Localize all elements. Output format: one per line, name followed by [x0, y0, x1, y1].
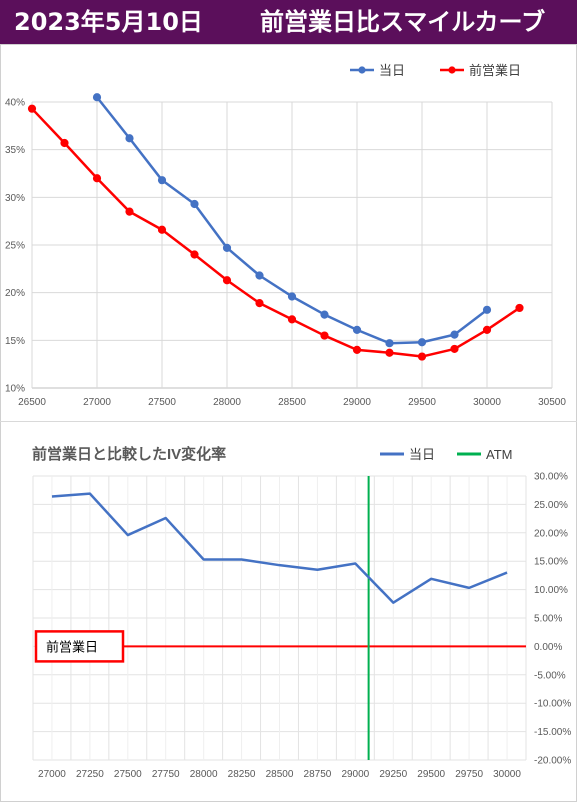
- chart1-point-0: [352, 325, 362, 334]
- chart2-x-tick-label: 28250: [228, 769, 256, 780]
- chart2-x-tick-label: 30000: [493, 769, 521, 780]
- chart2-series: 前営業日: [34, 476, 526, 760]
- chart1-y-tick-label: 40%: [5, 98, 25, 109]
- chart1-point-1: [515, 303, 524, 313]
- chart1-point-1: [320, 331, 329, 340]
- chart2-legend-label: 当日: [409, 447, 435, 462]
- chart1-point-1: [157, 225, 167, 234]
- chart1-point-1: [125, 207, 134, 216]
- chart1-point-1: [27, 104, 37, 113]
- chart1-y-tick-label: 10%: [5, 384, 25, 395]
- chart2-x-tick-label: 27750: [152, 769, 180, 780]
- chart1-point-1: [287, 315, 297, 324]
- chart1-x-tick-label: 30500: [538, 397, 566, 408]
- chart2-baseline-label-box: [34, 630, 125, 663]
- chart1-point-1: [417, 352, 427, 361]
- chart2-y-tick-label: 25.00%: [534, 500, 568, 511]
- chart1-x-tick-label: 28000: [213, 397, 241, 408]
- chart1-x-tick-label: 29500: [408, 397, 436, 408]
- chart2-title: 前営業日と比較したIV変化率: [32, 445, 226, 463]
- chart1-point-1: [352, 345, 362, 354]
- chart1-point-0: [157, 176, 167, 185]
- chart1-point-1: [450, 344, 459, 354]
- chart2-y-tick-label: 20.00%: [534, 528, 568, 539]
- chart2-y-tick-label: -20.00%: [534, 756, 571, 767]
- chart1-x-tick-label: 28500: [278, 397, 306, 408]
- chart2-x-tick-label: 29250: [379, 769, 407, 780]
- chart2-baseline-label: 前営業日: [46, 639, 98, 654]
- chart1-point-0: [450, 330, 459, 339]
- chart2-x-tick-label: 29000: [341, 769, 369, 780]
- chart2-y-tick-label: 10.00%: [534, 585, 568, 596]
- chart2-y-tick-label: 30.00%: [534, 472, 568, 483]
- chart2-legend: 当日 ATM: [380, 447, 512, 462]
- chart2-x-tick-labels: 27000 27250 27500 27750 28000 28250 28500 28750…: [38, 769, 521, 780]
- title-bar: 2023年5月10日 前営業日比スマイルカーブ: [0, 0, 577, 44]
- chart1-x-tick-label: 27000: [83, 397, 111, 408]
- chart1-y-tick-label: 25%: [5, 241, 25, 252]
- chart1-point-1: [92, 174, 102, 183]
- chart2-gridlines: [32, 475, 527, 761]
- chart1-legend-swatch-marker: [448, 66, 456, 74]
- chart1-x-tick-label: 27500: [148, 397, 176, 408]
- chart2-x-tick-label: 28000: [190, 769, 218, 780]
- title-text: 前営業日比スマイルカーブ: [260, 8, 546, 36]
- chart2-legend-label: ATM: [486, 447, 512, 462]
- chart1-point-0: [92, 93, 102, 102]
- chart1-x-tick-labels: 26500 27000 27500 28000 28500 29000 29500 30000…: [18, 397, 566, 408]
- chart1-point-0: [190, 199, 199, 209]
- chart2-x-tick-label: 29500: [417, 769, 445, 780]
- chart1-legend-label: 当日: [379, 63, 405, 78]
- chart2-y-tick-label: -10.00%: [534, 699, 571, 710]
- chart1-x-tick-label: 30000: [473, 397, 501, 408]
- chart1-point-1: [482, 325, 492, 334]
- chart2-x-tick-label: 27500: [114, 769, 142, 780]
- chart1-series-line-1: [31, 107, 521, 358]
- chart2-x-tick-label: 28750: [304, 769, 332, 780]
- chart1-point-0: [320, 310, 329, 319]
- chart1-point-1: [190, 250, 199, 259]
- chart1-point-1: [255, 299, 264, 308]
- chart1-point-0: [385, 339, 394, 348]
- chart1-y-tick-label: 15%: [5, 336, 25, 347]
- chart2-x-tick-label: 27250: [76, 769, 104, 780]
- chart1-point-0: [287, 292, 297, 301]
- chart1-point-1: [222, 276, 232, 285]
- chart1-legend-label: 前営業日: [469, 63, 521, 78]
- chart2-y-tick-label: 15.00%: [534, 557, 568, 568]
- chart2-y-tick-label: 5.00%: [534, 614, 562, 625]
- chart1-y-tick-label: 35%: [5, 145, 25, 156]
- chart1-point-0: [222, 243, 232, 252]
- chart-divider: [0, 421, 577, 422]
- chart1-y-tick-label: 20%: [5, 288, 25, 299]
- chart1-y-tick-label: 30%: [5, 193, 25, 204]
- chart1-x-tick-label: 29000: [343, 397, 371, 408]
- chart1-legend: 当日 前営業日: [350, 63, 521, 78]
- chart1-point-0: [482, 305, 492, 314]
- chart1-point-0: [417, 338, 427, 347]
- chart1-gridlines: [31, 101, 553, 389]
- chart1-point-0: [125, 134, 134, 143]
- chart1-legend-swatch-marker: [358, 66, 366, 74]
- chart1-y-tick-labels: 10% 15% 20% 25% 30% 35% 40%: [5, 98, 25, 395]
- chart1-x-tick-label: 26500: [18, 397, 46, 408]
- chart2-y-tick-label: -15.00%: [534, 727, 571, 738]
- chart2-x-tick-label: 28500: [266, 769, 294, 780]
- chart1-point-1: [385, 348, 394, 357]
- chart1-point-0: [255, 271, 264, 280]
- chart2-x-tick-label: 27000: [38, 769, 66, 780]
- chart2-y-tick-label: -5.00%: [534, 670, 566, 681]
- iv-change-chart: 前営業日と比較したIV変化率 当日 ATM 30.00% 25.00% 20.00% 1…: [32, 445, 571, 780]
- chart1-point-1: [60, 138, 69, 148]
- title-date: 2023年5月10日: [14, 8, 203, 36]
- chart1-series: [27, 93, 524, 361]
- chart2-y-tick-labels: 30.00% 25.00% 20.00% 15.00% 10.00% 5.00% 0.00%…: [534, 472, 571, 767]
- chart2-y-tick-label: 0.00%: [534, 642, 562, 653]
- chart2-x-tick-label: 29750: [455, 769, 483, 780]
- chart2-series-line-0: [51, 492, 508, 604]
- smile-curve-chart: 当日 前営業日 10%15%20%25%30%35%40% 26500 27000 2…: [5, 63, 566, 408]
